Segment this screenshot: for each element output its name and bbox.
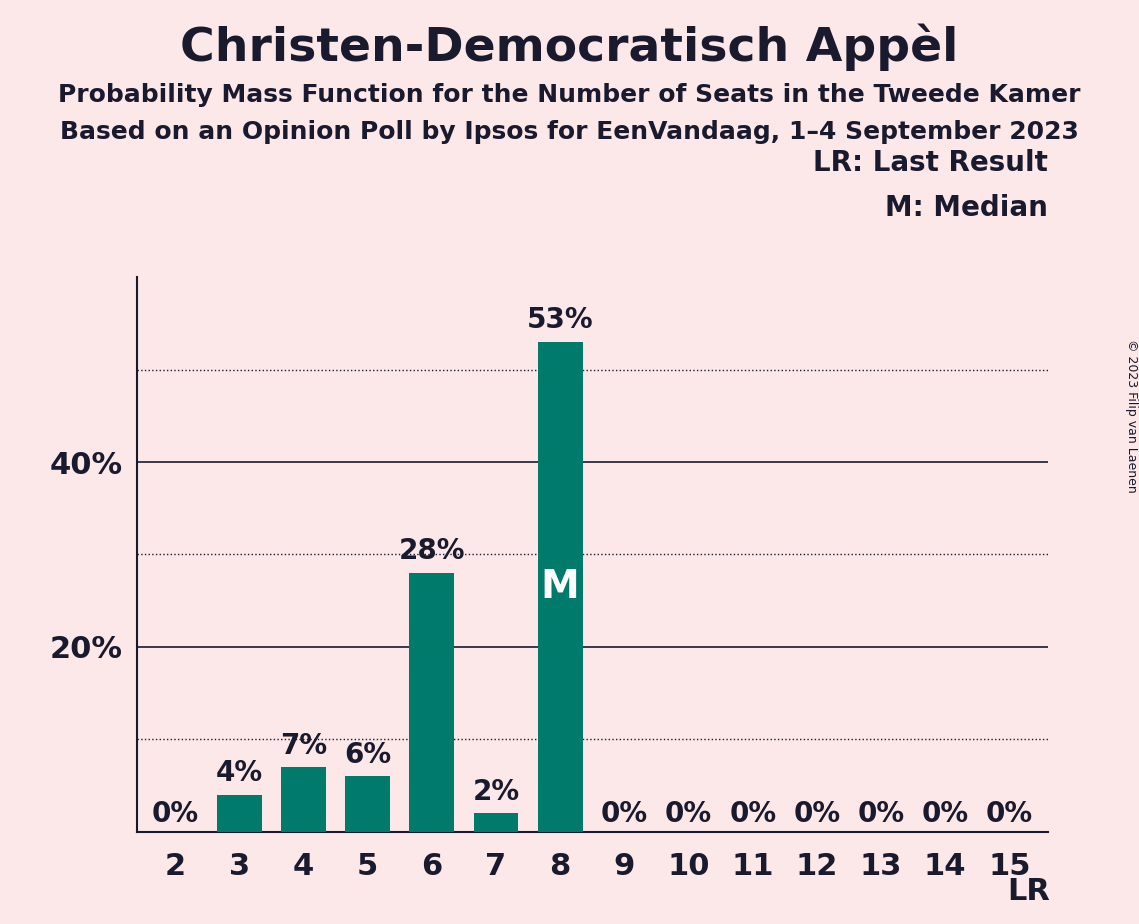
Text: 0%: 0% (151, 800, 198, 828)
Text: 6%: 6% (344, 741, 392, 769)
Bar (216, 795, 262, 832)
Text: 7%: 7% (280, 732, 327, 760)
Bar (474, 813, 518, 832)
Text: 2%: 2% (473, 778, 519, 806)
Text: Based on an Opinion Poll by Ipsos for EenVandaag, 1–4 September 2023: Based on an Opinion Poll by Ipsos for Ee… (60, 120, 1079, 144)
Text: Christen-Democratisch Appèl: Christen-Democratisch Appèl (180, 23, 959, 70)
Text: 0%: 0% (729, 800, 777, 828)
Text: Probability Mass Function for the Number of Seats in the Tweede Kamer: Probability Mass Function for the Number… (58, 83, 1081, 107)
Bar (345, 776, 391, 832)
Text: 4%: 4% (215, 760, 263, 787)
Text: 0%: 0% (986, 800, 1033, 828)
Text: 0%: 0% (921, 800, 969, 828)
Text: 0%: 0% (858, 800, 904, 828)
Text: 28%: 28% (399, 538, 465, 565)
Text: © 2023 Filip van Laenen: © 2023 Filip van Laenen (1124, 339, 1138, 492)
Text: 0%: 0% (665, 800, 712, 828)
Text: M: M (541, 567, 580, 606)
Text: 0%: 0% (793, 800, 841, 828)
Text: LR: LR (1007, 877, 1050, 906)
Bar (538, 342, 583, 832)
Text: M: Median: M: Median (885, 194, 1048, 222)
Text: LR: Last Result: LR: Last Result (813, 150, 1048, 177)
Bar (409, 573, 454, 832)
Text: 53%: 53% (527, 307, 593, 334)
Text: 0%: 0% (600, 800, 648, 828)
Bar (281, 767, 326, 832)
